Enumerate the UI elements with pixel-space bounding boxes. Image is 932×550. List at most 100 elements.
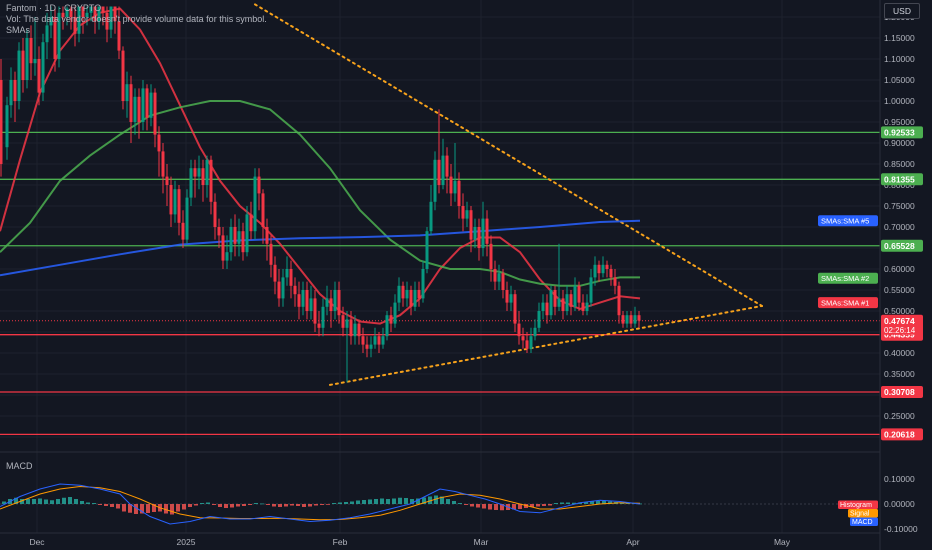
macd-histogram-bar — [314, 504, 318, 506]
price-tick-label: 0.50000 — [884, 306, 915, 316]
price-tick-label: 0.85000 — [884, 159, 915, 169]
candle-body — [377, 336, 381, 345]
candle-body — [29, 38, 33, 64]
candle-body — [181, 222, 185, 240]
macd-histogram-bar — [2, 501, 6, 504]
macd-tick-label: -0.10000 — [884, 524, 918, 534]
macd-histogram-bar — [116, 504, 120, 509]
level-price-badge — [881, 239, 923, 252]
macd-histogram-bar — [338, 502, 342, 504]
candle-body — [185, 197, 189, 240]
candle-body — [165, 176, 169, 185]
macd-histogram-bar — [224, 504, 228, 508]
macd-plot — [0, 483, 880, 525]
candle-body — [457, 180, 461, 206]
candle-body — [17, 50, 21, 101]
macd-histogram-bar — [122, 504, 126, 512]
countdown-label: 02:26:14 — [884, 326, 916, 335]
macd-histogram-bar — [434, 495, 438, 504]
macd-histogram-bar — [50, 500, 54, 504]
macd-histogram-bar — [536, 504, 540, 507]
candle-body — [257, 176, 261, 194]
currency-button[interactable]: USD — [884, 3, 920, 19]
macd-histogram-bar — [206, 502, 210, 504]
candle-body — [229, 227, 233, 253]
candle-body — [489, 243, 493, 269]
candle-body — [277, 281, 281, 299]
candle-body — [581, 302, 585, 311]
macd-histogram-bar — [248, 504, 252, 505]
macd-histogram-bar — [398, 497, 402, 504]
candle-body — [253, 176, 257, 232]
macd-histogram-bar — [458, 503, 462, 504]
candle-body — [73, 17, 77, 34]
time-tick-label: Dec — [29, 537, 45, 547]
macd-histogram-bar — [104, 504, 108, 506]
candle-body — [85, 12, 89, 17]
candle-body — [425, 231, 429, 269]
candle-body — [153, 92, 157, 135]
macd-legend-badge — [848, 509, 878, 518]
candle-body — [533, 327, 537, 337]
macd-histogram-bar — [440, 496, 444, 504]
candle-body — [101, 6, 105, 13]
candle-body — [13, 80, 17, 101]
candle-body — [281, 277, 285, 299]
macd-legend-label: Histogram — [840, 502, 872, 509]
time-axis[interactable]: Dec 2025 Feb Mar Apr May — [29, 537, 790, 547]
last-price-badge — [881, 314, 923, 335]
candle-body — [477, 227, 481, 248]
candle-body — [473, 227, 477, 240]
macd-pane-title[interactable]: MACD — [6, 461, 33, 471]
macd-histogram-bar — [392, 498, 396, 504]
candle-body — [453, 180, 457, 194]
level-price-label: 0.65528 — [884, 241, 915, 251]
symbol-line[interactable]: Fantom · 1D · CRYPTO — [6, 3, 102, 13]
candle-body — [9, 80, 13, 106]
time-tick-label: May — [774, 537, 791, 547]
macd-histogram-bar — [404, 498, 408, 504]
candle-body — [365, 344, 369, 349]
sma-line — [0, 100, 640, 287]
last-price-label: 0.47674 — [884, 316, 915, 326]
time-tick-label: Apr — [626, 537, 639, 547]
price-tick-label: 1.10000 — [884, 54, 915, 64]
sma-badge — [818, 215, 878, 227]
candle-body — [537, 311, 541, 328]
price-tick-label: 0.90000 — [884, 138, 915, 148]
candle-body — [289, 269, 293, 286]
candle-body — [385, 315, 389, 337]
candle-body — [217, 227, 221, 236]
price-tick-label: 0.35000 — [884, 369, 915, 379]
candle-body — [445, 155, 449, 177]
candle-body — [69, 8, 73, 17]
candle-body — [389, 315, 393, 324]
candle-body — [261, 193, 265, 227]
symbol-legend[interactable]: Fantom · 1D · CRYPTO Vol: The data vendo… — [6, 3, 267, 36]
macd-histogram-bar — [518, 504, 522, 509]
sma-legend-label[interactable]: SMAs — [6, 25, 31, 35]
sma-badge — [818, 297, 878, 309]
macd-histogram-bar — [290, 504, 294, 506]
macd-histogram-bar — [482, 504, 486, 509]
candle-body — [381, 336, 385, 345]
macd-histogram-bar — [230, 504, 234, 508]
macd-histogram-bar — [254, 503, 258, 504]
price-tick-label: 1.00000 — [884, 96, 915, 106]
price-tick-label: 0.60000 — [884, 264, 915, 274]
candle-body — [585, 302, 589, 311]
macd-histogram-bar — [566, 502, 570, 504]
candle-body — [205, 159, 209, 185]
candle-body — [329, 298, 333, 311]
candle-body — [617, 285, 621, 316]
macd-histogram-bar — [176, 504, 180, 512]
candle-body — [193, 168, 197, 177]
macd-histogram-bar — [86, 502, 90, 504]
candle-body — [41, 42, 45, 93]
candle-body — [241, 231, 245, 253]
candle-body — [513, 294, 517, 324]
macd-histogram-bar — [56, 499, 60, 504]
candle-body — [541, 302, 545, 311]
sma-badge-label: SMAs:SMA #2 — [821, 274, 869, 283]
